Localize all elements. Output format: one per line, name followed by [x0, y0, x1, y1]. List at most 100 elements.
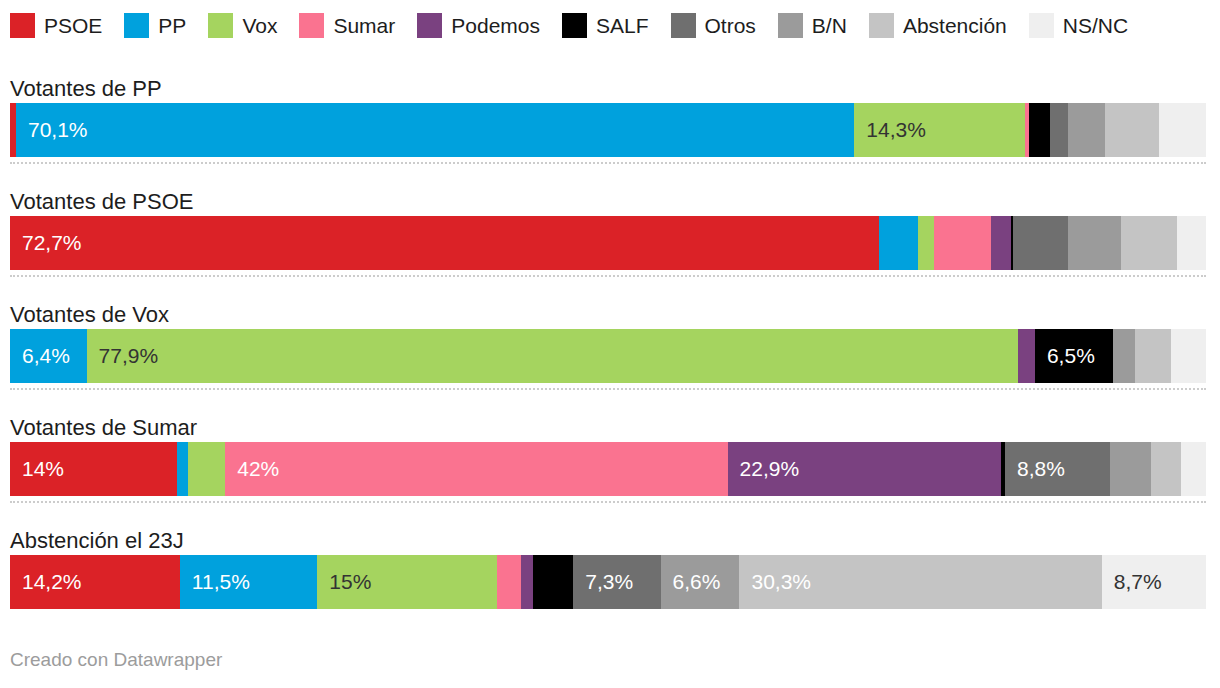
bar-segment-b-n[interactable]: 6,6% [661, 555, 740, 609]
segment-value-label: 15% [317, 570, 371, 594]
bar-segment-b-n[interactable] [1068, 103, 1105, 157]
bar-segment-otros[interactable]: 7,3% [573, 555, 660, 609]
bar-segment-sumar[interactable] [497, 555, 521, 609]
legend-swatch-vox [208, 13, 233, 38]
bar-segment-psoe[interactable]: 14,2% [10, 555, 180, 609]
legend-label-pp: PP [158, 14, 186, 38]
segment-value-label: 6,4% [10, 344, 70, 368]
bar-segment-ns-nc[interactable] [1159, 103, 1206, 157]
group-title: Votantes de PP [10, 75, 1206, 103]
bar-segment-pp[interactable] [879, 216, 917, 270]
bar-segment-abstencion[interactable] [1151, 442, 1181, 496]
legend-swatch-abstencion [869, 13, 894, 38]
legend-label-b-n: B/N [812, 14, 847, 38]
stacked-bar: 6,4% 77,9% 6,5% [10, 329, 1206, 383]
legend-swatch-sumar [299, 13, 324, 38]
bar-segment-ns-nc[interactable] [1177, 216, 1206, 270]
bar-group-votantes-de-vox: Votantes de Vox 6,4% 77,9% 6,5% [10, 301, 1206, 390]
bar-segment-pp[interactable]: 70,1% [16, 103, 854, 157]
legend-swatch-otros [671, 13, 696, 38]
bar-segment-b-n[interactable] [1110, 442, 1151, 496]
legend-item-sumar: Sumar [299, 13, 395, 38]
group-title: Votantes de Vox [10, 301, 1206, 329]
legend-item-podemos: Podemos [417, 13, 540, 38]
group-separator [10, 388, 1206, 390]
legend-label-sumar: Sumar [333, 14, 395, 38]
legend-label-vox: Vox [242, 14, 277, 38]
stacked-bar: 72,7% [10, 216, 1206, 270]
bar-segment-podemos[interactable] [521, 555, 533, 609]
bar-segment-sumar[interactable]: 42% [225, 442, 727, 496]
bar-segment-ns-nc[interactable]: 8,7% [1102, 555, 1206, 609]
bar-segment-psoe[interactable]: 72,7% [10, 216, 879, 270]
segment-value-label: 8,7% [1102, 570, 1162, 594]
legend-item-abstencion: Abstención [869, 13, 1007, 38]
datawrapper-attribution-link[interactable]: Creado con Datawrapper [10, 649, 222, 670]
bar-segment-vox[interactable]: 77,9% [87, 329, 1019, 383]
group-title: Votantes de Sumar [10, 414, 1206, 442]
bar-segment-salf[interactable] [533, 555, 574, 609]
legend-label-psoe: PSOE [44, 14, 102, 38]
bar-segment-vox[interactable] [918, 216, 935, 270]
segment-value-label: 6,5% [1035, 344, 1095, 368]
segment-value-label: 7,3% [573, 570, 633, 594]
bar-segment-b-n[interactable] [1113, 329, 1136, 383]
bar-segment-abstencion[interactable] [1105, 103, 1159, 157]
segment-value-label: 11,5% [180, 570, 250, 594]
bar-segment-ns-nc[interactable] [1181, 442, 1206, 496]
legend-item-pp: PP [124, 13, 186, 38]
bar-segment-psoe[interactable]: 14% [10, 442, 177, 496]
bar-segment-vox[interactable]: 15% [317, 555, 496, 609]
segment-value-label: 70,1% [16, 118, 88, 142]
legend: PSOEPPVoxSumarPodemosSALFOtrosB/NAbstenc… [10, 13, 1206, 38]
stacked-bar: 14,2% 11,5% 15% 7,3% 6,6%30,3%8,7% [10, 555, 1206, 609]
bar-segment-pp[interactable]: 11,5% [180, 555, 318, 609]
bar-group-abstencion-el-23j: Abstención el 23J14,2%11,5%15%7,3%6,6%30… [10, 527, 1206, 609]
bar-groups: Votantes de PP 70,1% 14,3% Votantes de PSOE… [10, 75, 1206, 609]
chart-footer: Creado con Datawrapper [10, 649, 1206, 671]
legend-item-ns-nc: NS/NC [1029, 13, 1128, 38]
legend-item-otros: Otros [671, 13, 756, 38]
bar-segment-podemos[interactable] [1018, 329, 1035, 383]
segment-value-label: 14,3% [854, 118, 926, 142]
bar-segment-salf[interactable] [1029, 103, 1051, 157]
group-title: Votantes de PSOE [10, 188, 1206, 216]
segment-value-label: 42% [225, 457, 279, 481]
bar-segment-otros[interactable]: 8,8% [1005, 442, 1110, 496]
bar-segment-abstencion[interactable] [1121, 216, 1177, 270]
legend-swatch-b-n [778, 13, 803, 38]
bar-segment-pp[interactable]: 6,4% [10, 329, 87, 383]
bar-segment-otros[interactable] [1013, 216, 1068, 270]
bar-segment-podemos[interactable] [991, 216, 1011, 270]
legend-label-otros: Otros [705, 14, 756, 38]
legend-label-podemos: Podemos [451, 14, 540, 38]
segment-value-label: 22,9% [728, 457, 800, 481]
segment-value-label: 14,2% [10, 570, 82, 594]
legend-swatch-ns-nc [1029, 13, 1054, 38]
bar-segment-vox[interactable] [188, 442, 225, 496]
stacked-bar: 14% 42% 22,9% 8,8% [10, 442, 1206, 496]
legend-swatch-psoe [10, 13, 35, 38]
bar-segment-b-n[interactable] [1068, 216, 1121, 270]
bar-group-votantes-de-sumar: Votantes de Sumar 14% 42% 22,9% 8,8% [10, 414, 1206, 503]
legend-item-b-n: B/N [778, 13, 847, 38]
bar-segment-sumar[interactable] [934, 216, 990, 270]
segment-value-label: 8,8% [1005, 457, 1065, 481]
bar-segment-podemos[interactable]: 22,9% [728, 442, 1002, 496]
segment-value-label: 14% [10, 457, 64, 481]
bar-segment-abstencion[interactable] [1135, 329, 1171, 383]
bar-group-votantes-de-psoe: Votantes de PSOE72,7% [10, 188, 1206, 277]
bar-segment-otros[interactable] [1050, 103, 1068, 157]
bar-segment-salf[interactable]: 6,5% [1035, 329, 1113, 383]
legend-item-vox: Vox [208, 13, 277, 38]
legend-swatch-pp [124, 13, 149, 38]
stacked-bar-chart: PSOEPPVoxSumarPodemosSALFOtrosB/NAbstenc… [0, 0, 1220, 671]
group-separator [10, 275, 1206, 277]
bar-segment-pp[interactable] [177, 442, 188, 496]
bar-segment-ns-nc[interactable] [1171, 329, 1206, 383]
bar-segment-vox[interactable]: 14,3% [854, 103, 1025, 157]
legend-swatch-salf [562, 13, 587, 38]
bar-segment-abstencion[interactable]: 30,3% [739, 555, 1101, 609]
legend-label-ns-nc: NS/NC [1063, 14, 1128, 38]
group-separator [10, 501, 1206, 503]
